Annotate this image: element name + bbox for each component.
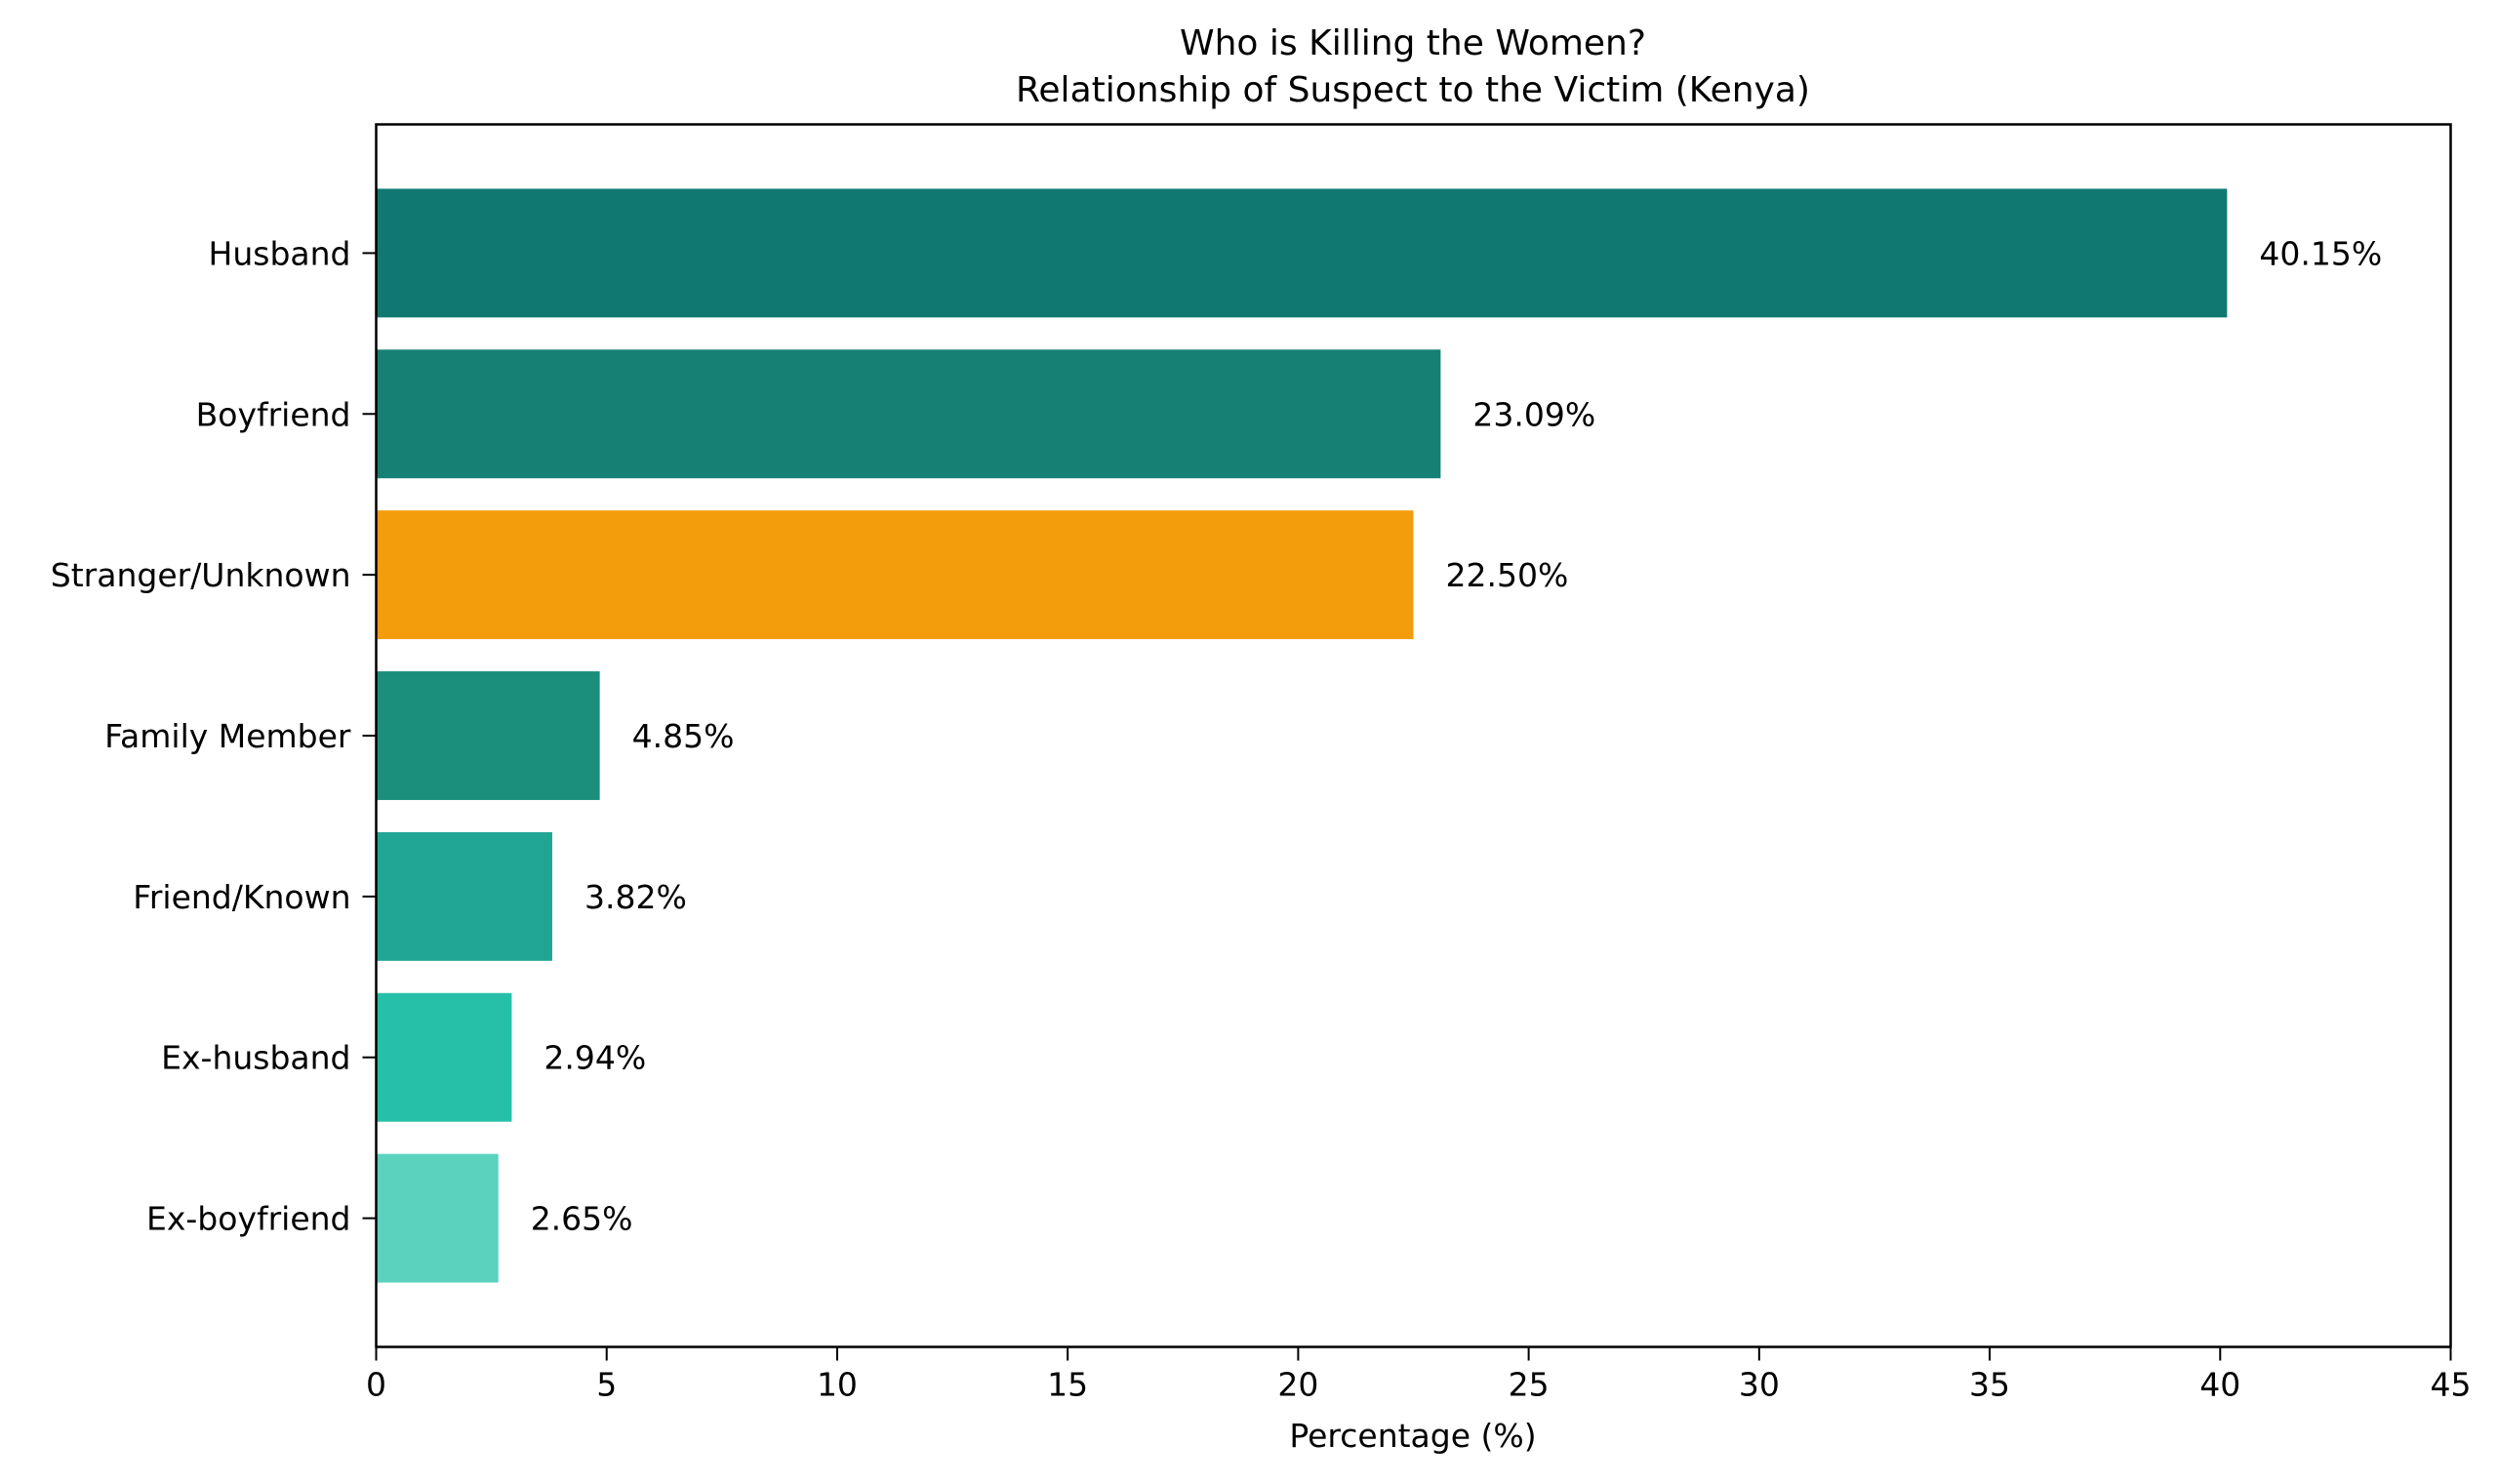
- x-tick-label: 25: [1509, 1366, 1550, 1404]
- x-tick-label: 45: [2431, 1366, 2472, 1404]
- data-label: 4.85%: [632, 717, 735, 755]
- bar-family-member: [376, 671, 600, 800]
- x-tick-label: 15: [1047, 1366, 1088, 1404]
- data-label: 23.09%: [1472, 395, 1595, 433]
- x-tick-label: 20: [1277, 1366, 1318, 1404]
- x-axis-label: Percentage (%): [1289, 1417, 1536, 1455]
- data-label: 40.15%: [2259, 234, 2382, 272]
- y-tick-label: Ex-husband: [161, 1039, 350, 1077]
- bar-ex-husband: [376, 992, 512, 1122]
- y-tick-label: Family Member: [104, 717, 351, 755]
- x-tick-label: 35: [1969, 1366, 2010, 1404]
- x-tick-label: 10: [817, 1366, 858, 1404]
- y-tick-label: Friend/Known: [133, 878, 350, 916]
- data-label: 2.94%: [544, 1039, 646, 1077]
- x-tick-label: 30: [1739, 1366, 1780, 1404]
- x-tick-label: 5: [596, 1366, 617, 1404]
- bar-ex-boyfriend: [376, 1153, 499, 1283]
- x-tick-label: 0: [366, 1366, 386, 1404]
- y-tick-label: Husband: [209, 234, 351, 272]
- x-tick-label: 40: [2199, 1366, 2240, 1404]
- bar-stranger-unknown: [376, 510, 1414, 640]
- chart-subtitle: Relationship of Suspect to the Victim (K…: [1016, 70, 1810, 110]
- y-tick-label: Ex-boyfriend: [146, 1200, 350, 1238]
- bar-boyfriend: [376, 349, 1441, 479]
- data-label: 2.65%: [531, 1200, 633, 1238]
- data-label: 3.82%: [584, 878, 687, 916]
- plot-frame: [375, 123, 2452, 1348]
- bar-friend-known: [376, 831, 552, 961]
- y-tick-label: Boyfriend: [196, 395, 351, 433]
- chart-title: Who is Killing the Women?: [1180, 23, 1646, 63]
- y-tick-label: Stranger/Unknown: [51, 556, 351, 594]
- data-label: 22.50%: [1446, 556, 1569, 594]
- bar-husband: [376, 188, 2228, 318]
